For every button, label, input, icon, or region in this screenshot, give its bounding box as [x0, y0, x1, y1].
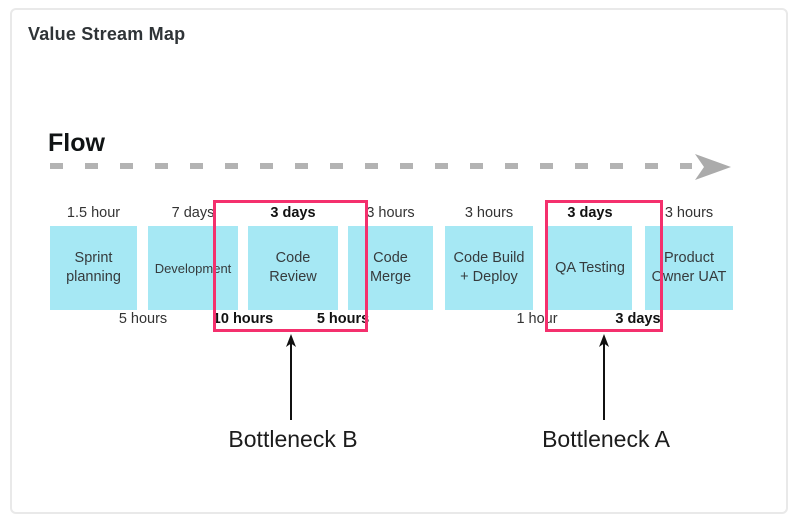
- time-above-sprint-planning: 1.5 hour: [66, 205, 121, 221]
- flow-arrowhead-icon: [695, 154, 731, 180]
- bottleneck-a-label: Bottleneck A: [542, 426, 670, 452]
- time-above-code-build-deploy: 3 hours: [464, 205, 514, 221]
- bottleneck-a-highlight-rect: [545, 200, 663, 332]
- bottleneck-a-arrow: [599, 334, 609, 420]
- wait-time-3: 5 hours: [316, 311, 370, 327]
- wait-time-2: 10 hours: [212, 311, 274, 327]
- process-step-code-review: Code Review: [248, 226, 338, 310]
- bottleneck-b-highlight-rect: [213, 200, 368, 332]
- flow-heading: Flow: [48, 129, 105, 157]
- wait-time-5: 3 days: [615, 311, 661, 327]
- time-above-code-merge: 3 hours: [366, 205, 415, 221]
- wait-time-1: 5 hours: [118, 311, 168, 327]
- time-above-product-owner-uat: 3 hours: [664, 205, 714, 221]
- bottleneck-b-label: Bottleneck B: [228, 426, 358, 452]
- time-above-development: 7 days: [171, 205, 215, 221]
- process-step-sprint-planning: Sprint planning: [50, 226, 137, 310]
- process-step-qa-testing: QA Testing: [548, 226, 632, 310]
- process-step-development: Development: [148, 226, 238, 310]
- process-step-code-merge: Code Merge: [348, 226, 433, 310]
- bottleneck-b-arrow: [286, 334, 296, 420]
- page-title: Value Stream Map: [28, 24, 186, 44]
- process-step-code-build-deploy: Code Build + Deploy: [445, 226, 533, 310]
- time-above-qa-testing: 3 days: [567, 205, 613, 221]
- time-above-code-review: 3 days: [270, 205, 316, 221]
- process-step-product-owner-uat: Product Owner UAT: [645, 226, 733, 310]
- flow-dashed-line: [50, 163, 692, 169]
